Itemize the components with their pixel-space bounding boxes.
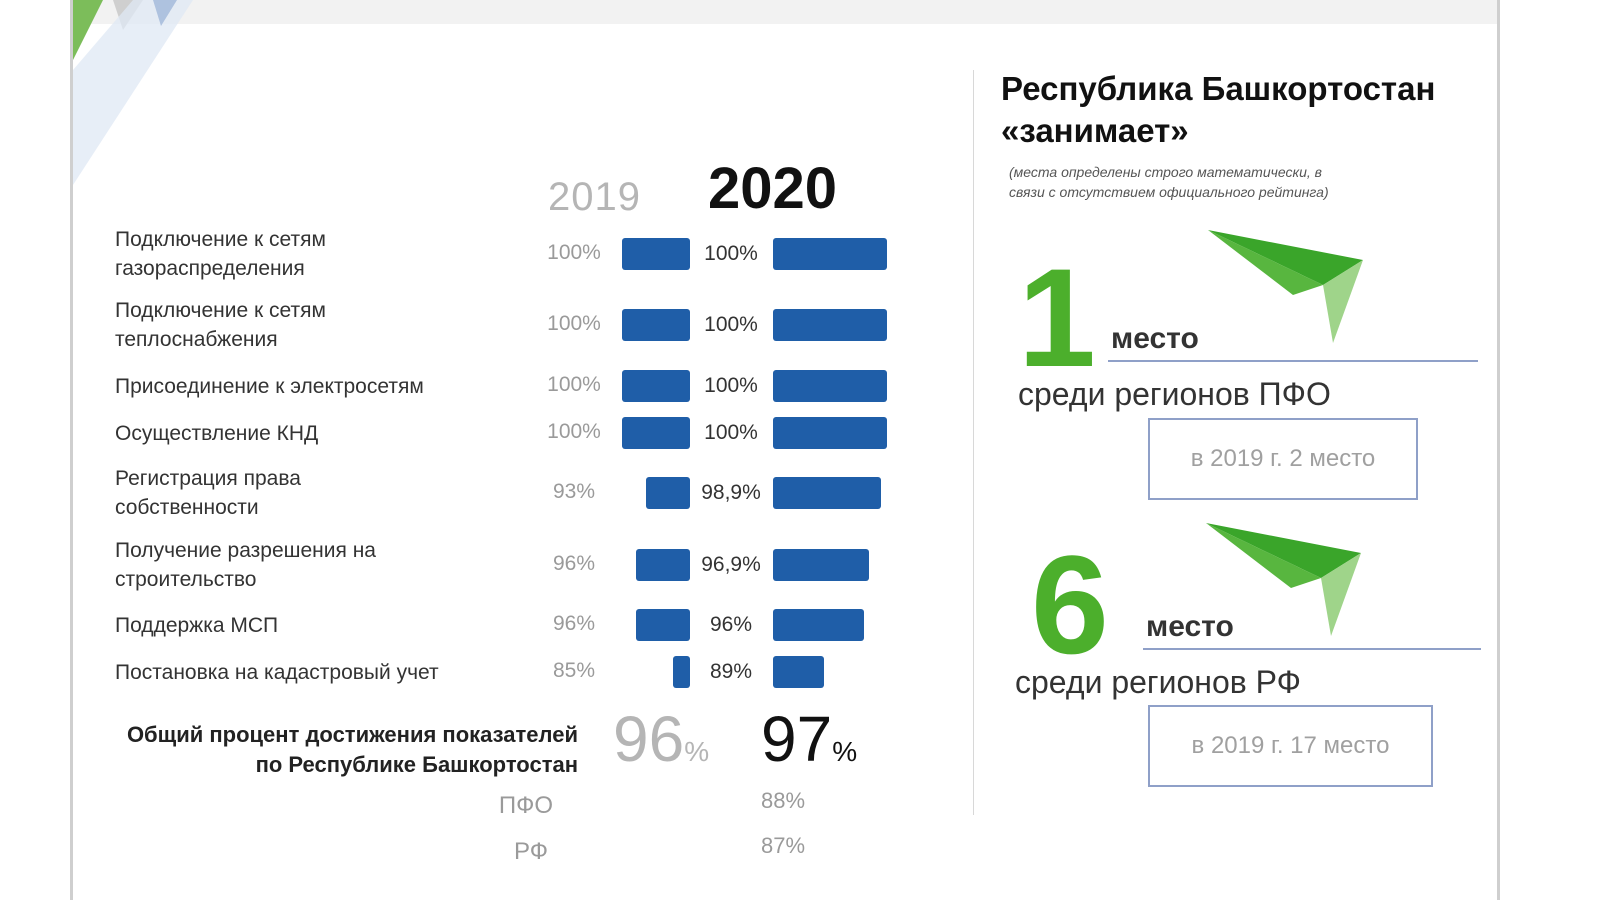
vertical-divider — [973, 70, 974, 815]
value-2020-label: 96% — [709, 613, 753, 636]
region-pfo: среди регионов ПФО — [1018, 376, 1331, 412]
bar-2019 — [646, 477, 690, 509]
bar-2020 — [773, 549, 869, 581]
bar-2019 — [622, 238, 690, 270]
indicator-label-line: строительство — [115, 568, 257, 591]
ranking-title-line2: «занимает» — [1001, 112, 1189, 149]
bar-2019 — [622, 370, 690, 402]
value-2019-label: 100% — [547, 373, 601, 396]
bar-2019 — [636, 609, 690, 641]
underline-pfo — [1108, 360, 1478, 362]
indicator-label: Регистрация права собственности — [115, 464, 535, 522]
year-2020-header: 2020 — [708, 156, 838, 221]
ranking-title-line1: Республика Башкортостан — [1001, 70, 1436, 107]
bar-2020 — [773, 309, 887, 341]
slide: 2019 2020 Подключение к сетям газораспред… — [70, 0, 1500, 900]
bar-2020 — [773, 609, 864, 641]
indicator-label-line: Поддержка МСП — [115, 613, 279, 637]
top-band — [73, 0, 1497, 24]
total-label-line2: по Республике Башкортостан — [255, 752, 578, 777]
indicator-label-line: газораспределения — [115, 257, 305, 280]
underline-rf — [1143, 648, 1481, 650]
total-label: Общий процент достижения показателей по … — [78, 720, 578, 780]
indicator-label: Подключение к сетям теплоснабжения — [115, 296, 535, 354]
indicator-label-line: Подключение к сетям — [115, 299, 326, 322]
rank-pfo-mesto: место — [1111, 322, 1199, 355]
bar-2020 — [773, 417, 887, 449]
indicator-label-line: Осуществление КНД — [115, 421, 319, 445]
ranking-note-line2: связи с отсутствием официального рейтинг… — [1009, 184, 1329, 200]
indicator-label-line: Присоединение к электросетям — [115, 374, 424, 398]
value-2019-label: 100% — [547, 420, 601, 443]
bar-2019 — [622, 309, 690, 341]
bar-2019 — [636, 549, 690, 581]
total-2019-value: 96 — [613, 703, 685, 775]
rank-rf-mesto: место — [1146, 610, 1234, 643]
indicator-label-line: Регистрация права — [115, 467, 301, 490]
value-2019-label: 100% — [547, 241, 601, 264]
value-2019-label: 96% — [552, 612, 596, 635]
indicator-label: Присоединение к электросетям — [115, 372, 535, 401]
indicator-label: Подключение к сетям газораспределения — [115, 225, 535, 283]
value-2020-label: 89% — [709, 660, 753, 683]
total-label-line1: Общий процент достижения показателей — [126, 722, 578, 747]
bar-2020 — [773, 370, 887, 402]
indicator-label-line: Постановка на кадастровый учет — [115, 660, 439, 684]
value-2020-label: 96,9% — [701, 553, 761, 576]
value-2019-label: 96% — [552, 552, 596, 575]
value-2020-label: 98,9% — [701, 481, 761, 504]
arrow-rf-icon — [1206, 523, 1361, 636]
bar-2020 — [773, 477, 881, 509]
value-2020-label: 100% — [704, 374, 758, 397]
year-2019-header: 2019 — [548, 175, 641, 219]
rank-rf-number: 6 — [1031, 526, 1109, 683]
bar-2019 — [673, 656, 690, 688]
bar-2019 — [622, 417, 690, 449]
corner-decoration — [73, 0, 193, 185]
rf-value: 87% — [761, 833, 806, 858]
value-2019-label: 85% — [552, 659, 596, 682]
prev-rf-box: в 2019 г. 17 место — [1148, 705, 1433, 787]
value-2019-label: 100% — [547, 312, 601, 335]
region-rf: среди регионов РФ — [1015, 664, 1301, 700]
arrow-pfo-icon — [1208, 230, 1363, 343]
indicator-label-line: теплоснабжения — [115, 328, 278, 351]
value-2020-label: 100% — [704, 313, 758, 336]
value-2020-label: 100% — [704, 242, 758, 265]
total-2020-pct: % — [832, 736, 858, 767]
indicator-label-line: собственности — [115, 496, 259, 519]
bar-2020 — [773, 238, 887, 270]
value-2020-label: 100% — [704, 421, 758, 444]
indicator-label: Постановка на кадастровый учет — [115, 658, 535, 687]
rf-label: РФ — [514, 838, 548, 865]
total-2020-value: 97 — [761, 703, 833, 775]
indicator-label-line: Подключение к сетям — [115, 228, 326, 251]
rank-pfo-number: 1 — [1018, 239, 1096, 396]
pfo-label: ПФО — [498, 792, 554, 819]
bar-2020 — [773, 656, 824, 688]
indicator-label: Поддержка МСП — [115, 611, 535, 640]
value-2019-label: 93% — [552, 480, 596, 503]
ranking-note: (места определены строго математически, … — [1009, 162, 1449, 202]
total-2020: 97% — [761, 702, 857, 776]
prev-pfo-box: в 2019 г. 2 место — [1148, 418, 1418, 500]
indicator-label: Осуществление КНД — [115, 419, 535, 448]
pfo-value: 88% — [761, 788, 806, 813]
total-2019: 96% — [613, 702, 709, 776]
indicator-label: Получение разрешения на строительство — [115, 536, 535, 594]
indicator-label-line: Получение разрешения на — [115, 539, 376, 562]
ranking-title: Республика Башкортостан «занимает» — [1001, 68, 1501, 152]
ranking-note-line1: (места определены строго математически, … — [1009, 164, 1322, 180]
total-2019-pct: % — [684, 736, 710, 767]
